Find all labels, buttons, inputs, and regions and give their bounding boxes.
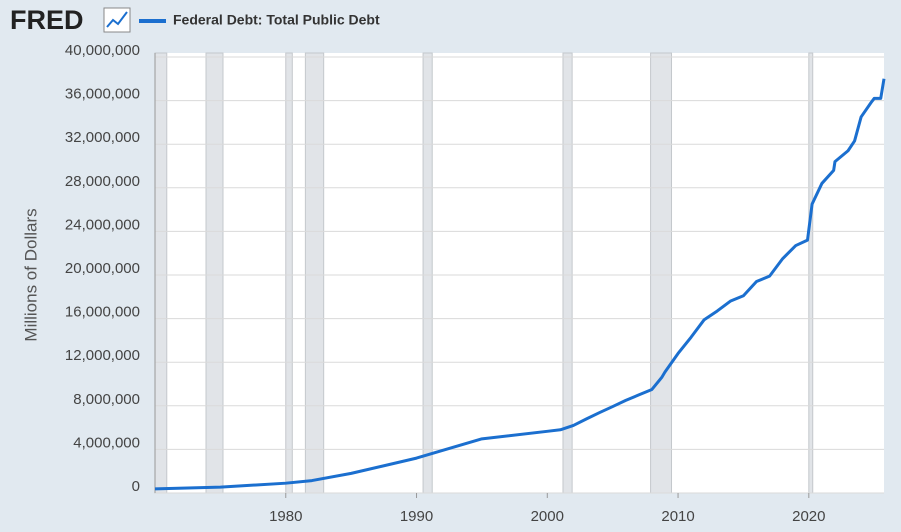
x-tick-label: 1990 [400,508,433,525]
recession-band [422,52,433,494]
logo-icon [103,7,131,33]
y-tick-label: 12,000,000 [65,347,140,364]
logo[interactable]: FRED [10,5,84,35]
y-tick-label: 8,000,000 [73,391,140,408]
recession-band [205,52,224,494]
y-tick-label: 16,000,000 [65,304,140,321]
x-tick-label: 2000 [531,508,564,525]
y-tick-label: 4,000,000 [73,434,140,451]
y-tick-label: 28,000,000 [65,173,140,190]
y-tick-label: 20,000,000 [65,260,140,277]
recession-band [808,52,814,494]
recession-band [304,52,325,494]
x-tick-label: 2010 [661,508,694,525]
x-tick-label: 1980 [269,508,302,525]
data-line [154,78,886,491]
recession-band [285,52,293,494]
x-tick-label: 2020 [792,508,825,525]
y-tick-label: 36,000,000 [65,86,140,103]
y-tick-label: 32,000,000 [65,129,140,146]
y-tick-label: 24,000,000 [65,216,140,233]
y-tick-label: 0 [132,478,140,495]
recession-band [650,52,673,494]
legend-label: Federal Debt: Total Public Debt [173,12,380,28]
recession-band [154,52,168,494]
y-tick-label: 40,000,000 [65,42,140,59]
y-axis-label: Millions of Dollars [21,208,40,341]
plot-area [155,53,884,493]
